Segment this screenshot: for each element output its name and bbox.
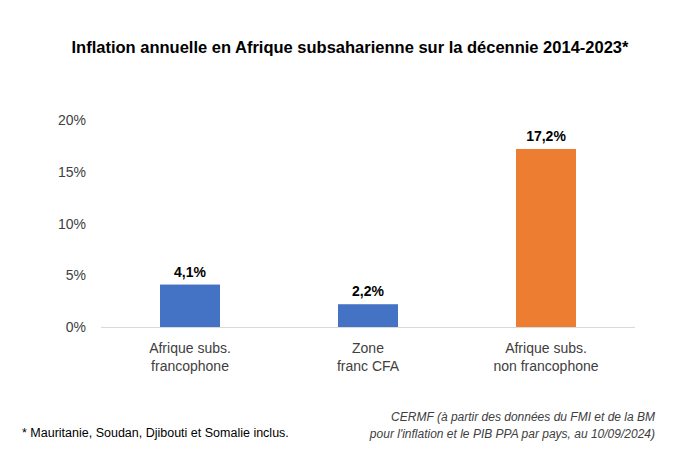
text-line: CERMF (à partir des données du FMI et de… — [391, 410, 655, 424]
source: CERMF (à partir des données du FMI et de… — [369, 410, 655, 441]
text-line: non francophone — [493, 358, 598, 374]
title: Inflation annuelle en Afrique subsaharie… — [72, 38, 629, 56]
footnote: * Mauritanie, Soudan, Djibouti et Somali… — [22, 426, 289, 440]
y-tick-label: 10% — [58, 216, 86, 232]
data-label: 4,1% — [174, 264, 206, 280]
bar — [160, 285, 220, 327]
x-tick-label: Afrique subs. non francophone — [493, 340, 598, 374]
bars — [160, 149, 576, 327]
x-tick-label: Afrique subs. francophone — [149, 340, 231, 374]
y-tick-label: 20% — [58, 112, 86, 128]
background — [0, 0, 700, 455]
data-label: 2,2% — [352, 283, 384, 299]
text-line: Afrique subs. — [149, 340, 231, 356]
x-axis-line — [101, 327, 635, 328]
chart-svg: Inflation annuelle en Afrique subsaharie… — [0, 0, 700, 455]
x-tick-label: Zone franc CFA — [337, 340, 400, 374]
y-tick-label: 15% — [58, 164, 86, 180]
y-tick-label: 0% — [66, 319, 86, 335]
text-line: pour l'inflation et le PIB PPA par pays,… — [369, 427, 655, 441]
text-line: francophone — [151, 358, 229, 374]
text-line: Afrique subs. — [505, 340, 587, 356]
data-label: 17,2% — [526, 128, 566, 144]
bar — [516, 149, 576, 327]
text-line: franc CFA — [337, 358, 400, 374]
chart-container: Inflation annuelle en Afrique subsaharie… — [0, 0, 700, 455]
text-line: Zone — [352, 340, 384, 356]
bar — [338, 304, 398, 327]
y-tick-label: 5% — [66, 267, 86, 283]
